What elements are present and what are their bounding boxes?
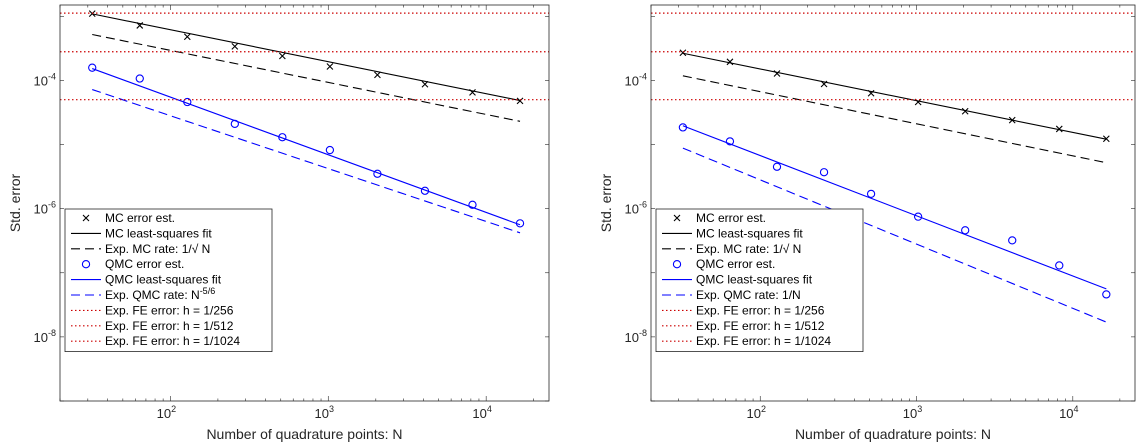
x-tick-label-0: 102 xyxy=(746,404,765,421)
x-tick-label-2: 104 xyxy=(1059,404,1078,421)
chart-right: 102 103 104 10-8 10-6 10-4 Number of quadratur… xyxy=(598,4,1136,442)
mc-point-9 xyxy=(516,97,524,105)
legend-label-1: MC least-squares fit xyxy=(696,226,803,240)
legend-label-4: QMC least-squares fit xyxy=(696,273,813,287)
tick-marks xyxy=(59,5,549,402)
qmc-point-1 xyxy=(135,74,144,83)
plot-lines xyxy=(60,10,549,234)
legend-label-8: Exp. FE error: h = 1/1024 xyxy=(105,334,240,348)
series-line-5 xyxy=(92,89,521,234)
legend-marker-0 xyxy=(673,214,681,222)
legend-label-3: QMC error est. xyxy=(105,257,184,271)
y-tick-label-1: 10-6 xyxy=(625,200,647,217)
y-tick-label-1: 10-6 xyxy=(34,200,56,217)
mc-point-0 xyxy=(679,49,687,57)
y-tick-label-2: 10-4 xyxy=(34,71,56,88)
y-tick-label-2: 10-4 xyxy=(625,71,647,88)
x-tick-label-1: 103 xyxy=(903,404,922,421)
mc-point-7 xyxy=(421,80,429,88)
legend-marker-3 xyxy=(81,260,91,269)
mc-point-6 xyxy=(961,107,969,115)
mc-point-5 xyxy=(326,63,334,70)
qmc-point-9 xyxy=(1102,290,1111,299)
legend-label-3: QMC error est. xyxy=(696,257,775,271)
qmc-point-2 xyxy=(772,162,782,171)
qmc-point-0 xyxy=(88,63,97,72)
qmc-point-1 xyxy=(725,137,735,146)
qmc-point-3 xyxy=(819,168,829,177)
legend-label-1: MC least-squares fit xyxy=(105,226,212,240)
legend-label-2: Exp. MC rate: 1/√ N xyxy=(105,242,210,256)
legend-label-8: Exp. FE error: h = 1/1024 xyxy=(696,334,831,348)
legend-label-2: Exp. MC rate: 1/√ N xyxy=(696,242,801,256)
axes-box xyxy=(59,4,550,402)
qmc-point-7 xyxy=(1008,236,1017,245)
plot-lines xyxy=(651,12,1135,323)
series-line-5 xyxy=(682,147,1107,323)
series-line-1 xyxy=(92,13,521,102)
legend-label-5: Exp. QMC rate: N-5/6 xyxy=(105,286,215,302)
legend-label-0: MC error est. xyxy=(105,211,175,225)
tick-marks xyxy=(650,5,1135,402)
series-line-2 xyxy=(682,75,1107,164)
mc-point-1 xyxy=(726,58,734,66)
legend-label-7: Exp. FE error: h = 1/512 xyxy=(105,319,234,333)
series-line-1 xyxy=(682,52,1107,140)
qmc-point-8 xyxy=(1055,261,1064,270)
legend: MC error est.MC least-squares fit Exp. MC… xyxy=(64,208,273,353)
y-axis-label: Std. error xyxy=(598,173,614,232)
legend-label-0: MC error est. xyxy=(696,211,766,225)
qmc-point-4 xyxy=(866,189,876,199)
legend-marker-3 xyxy=(672,260,682,269)
legend: MC error est.MC least-squares fit Exp. MC… xyxy=(655,208,864,353)
x-tick-label-0: 102 xyxy=(157,404,176,421)
chart-left: 102 103 104 10-8 10-6 10-4 Number of quadratur… xyxy=(7,4,550,442)
legend-label-4: QMC least-squares fit xyxy=(105,273,222,287)
series-line-2 xyxy=(92,33,521,122)
mc-point-3 xyxy=(231,42,239,50)
x-tick-label-1: 103 xyxy=(315,404,334,421)
legend-label-7: Exp. FE error: h = 1/512 xyxy=(696,319,825,333)
qmc-point-8 xyxy=(468,200,477,209)
legend-marker-0 xyxy=(82,214,90,222)
mc-point-4 xyxy=(278,52,286,60)
mc-point-6 xyxy=(374,71,381,79)
x-axis-label: Number of quadrature points: N xyxy=(795,426,991,442)
legend-label-6: Exp. FE error: h = 1/256 xyxy=(105,303,234,317)
series-line-4 xyxy=(682,125,1107,290)
mc-point-2 xyxy=(183,33,191,41)
y-tick-label-0: 10-8 xyxy=(34,328,56,345)
qmc-point-5 xyxy=(325,145,335,155)
x-tick-label-2: 104 xyxy=(472,404,491,421)
y-tick-label-0: 10-8 xyxy=(625,328,647,345)
qmc-point-5 xyxy=(913,212,923,221)
x-axis-label: Number of quadrature points: N xyxy=(206,426,402,442)
qmc-point-6 xyxy=(961,226,970,235)
legend-label-6: Exp. FE error: h = 1/256 xyxy=(696,303,825,317)
mc-point-8 xyxy=(1055,125,1063,133)
legend-label-5: Exp. QMC rate: 1/N xyxy=(696,288,801,302)
axes-box xyxy=(650,4,1136,402)
series-line-4 xyxy=(92,68,521,226)
y-axis-label: Std. error xyxy=(7,173,23,232)
qmc-point-7 xyxy=(420,186,430,195)
